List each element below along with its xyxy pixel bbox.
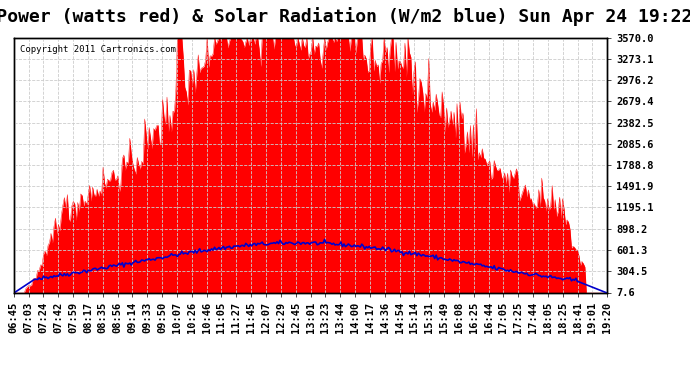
Text: Copyright 2011 Cartronics.com: Copyright 2011 Cartronics.com — [20, 45, 176, 54]
Text: Grid Power (watts red) & Solar Radiation (W/m2 blue) Sun Apr 24 19:22: Grid Power (watts red) & Solar Radiation… — [0, 8, 690, 27]
